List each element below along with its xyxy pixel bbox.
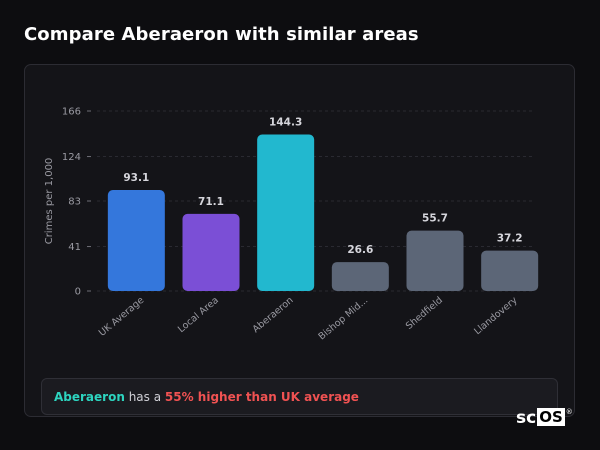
- x-tick-label: Shedfield: [404, 295, 445, 332]
- x-tick-label: Aberaeron: [251, 295, 296, 335]
- bar-value-label: 71.1: [198, 196, 224, 208]
- bar: [257, 134, 315, 291]
- x-tick-label: UK Average: [97, 295, 146, 339]
- y-tick-label: 0: [75, 287, 81, 298]
- y-tick-label: 41: [68, 242, 81, 253]
- chart-card: Crimes per 1,000 0 41 83 124 166 93.1 71.1 144…: [24, 64, 575, 417]
- logo-sc-text: sc: [516, 408, 537, 428]
- bar-chart: Crimes per 1,000 0 41 83 124 166 93.1 71.1 144…: [44, 107, 539, 343]
- bar: [406, 230, 464, 291]
- comparison-summary: Aberaeron has a 55% higher than UK avera…: [41, 378, 558, 415]
- y-tick-label: 124: [62, 152, 81, 163]
- x-tick-label: Bishop Mid...: [317, 295, 371, 343]
- bar: [331, 262, 389, 291]
- summary-text: has a: [124, 389, 165, 404]
- logo-registered-mark: ®: [565, 408, 573, 416]
- bar: [481, 250, 539, 291]
- scos-logo: sc OS ®: [516, 408, 573, 428]
- y-tick-label: 166: [62, 107, 81, 118]
- x-tick-label: Llandovery: [472, 295, 520, 337]
- bar: [107, 190, 165, 291]
- bar: [182, 213, 240, 291]
- summary-place: Aberaeron: [54, 389, 125, 404]
- y-tick-label: 83: [68, 197, 81, 208]
- bar-value-label: 93.1: [123, 172, 149, 184]
- summary-delta: 55% higher than UK average: [164, 389, 359, 404]
- x-tick-label: Local Area: [176, 295, 221, 335]
- bar-value-label: 37.2: [497, 233, 523, 245]
- y-axis-label: Crimes per 1,000: [44, 158, 55, 245]
- logo-os-text: OS: [537, 408, 565, 426]
- bar-value-label: 26.6: [347, 244, 373, 256]
- bar-value-label: 55.7: [422, 213, 448, 225]
- page-title: Compare Aberaeron with similar areas: [24, 24, 419, 45]
- bar-value-label: 144.3: [269, 117, 302, 129]
